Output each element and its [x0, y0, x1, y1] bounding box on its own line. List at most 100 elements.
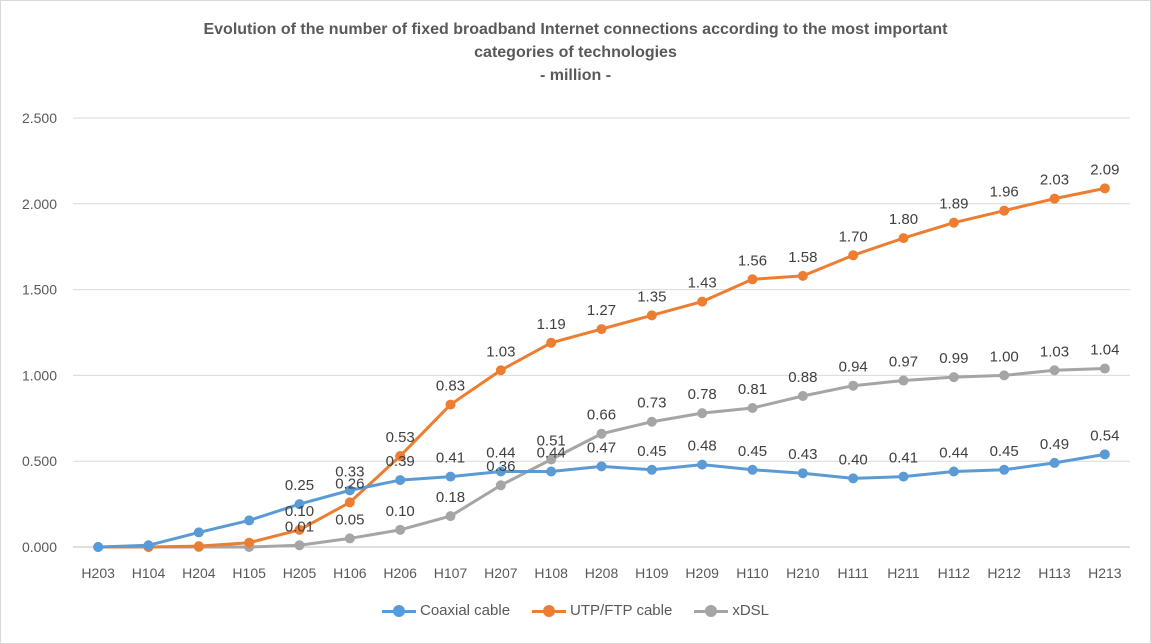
x-tick-label: H106 — [333, 565, 367, 581]
x-tick-label: H204 — [182, 565, 216, 581]
x-tick-label: H105 — [232, 565, 266, 581]
data-label: 0.10 — [285, 503, 314, 520]
data-point — [495, 365, 506, 376]
legend: Coaxial cable UTP/FTP cable xDSL — [0, 602, 1151, 619]
x-tick-label: H206 — [383, 565, 417, 581]
data-label: 0.44 — [486, 444, 515, 461]
data-point — [596, 324, 607, 335]
data-point — [445, 471, 456, 482]
data-labels: 0.25 0.33 0.39 0.41 0.44 0.44 0.47 0.45 0.48 0.45… — [285, 161, 1120, 535]
data-label: 1.43 — [688, 275, 717, 292]
data-label: 1.04 — [1090, 342, 1119, 359]
data-point — [143, 540, 154, 551]
data-point — [797, 270, 808, 281]
data-point — [546, 454, 557, 465]
x-tick-label: H210 — [786, 565, 820, 581]
data-point — [898, 471, 909, 482]
x-tick-label: H213 — [1088, 565, 1122, 581]
data-label: 0.94 — [839, 359, 868, 376]
data-label: 0.47 — [587, 439, 616, 456]
data-point — [344, 485, 355, 496]
data-point — [1049, 365, 1060, 376]
data-point — [395, 524, 406, 535]
data-label: 0.01 — [285, 518, 314, 535]
data-point — [898, 233, 909, 244]
x-tick-label: H110 — [736, 565, 769, 581]
data-point — [596, 428, 607, 439]
data-label: 0.97 — [889, 354, 918, 371]
y-tick-label: 2.500 — [22, 110, 57, 126]
data-label: 0.81 — [738, 381, 767, 398]
data-point — [747, 464, 758, 475]
x-tick-label: H207 — [484, 565, 518, 581]
data-label: 0.83 — [436, 378, 465, 395]
data-point — [948, 217, 959, 228]
x-tick-label: H208 — [585, 565, 619, 581]
data-label: 1.89 — [939, 196, 968, 213]
data-point — [1049, 193, 1060, 204]
data-label: 0.25 — [285, 477, 314, 494]
data-label: 0.41 — [889, 450, 918, 467]
data-point — [1049, 457, 1060, 468]
data-label: 1.56 — [738, 252, 767, 269]
data-label: 1.58 — [788, 249, 817, 266]
data-point — [999, 205, 1010, 216]
data-label: 1.27 — [587, 302, 616, 319]
data-point — [395, 451, 406, 462]
data-point — [697, 408, 708, 419]
data-label: 1.96 — [990, 184, 1019, 201]
legend-item-coaxial-cable: Coaxial cable — [381, 602, 510, 619]
data-point — [445, 511, 456, 522]
data-point — [948, 466, 959, 477]
data-label: 0.43 — [788, 446, 817, 463]
data-label: 0.36 — [486, 458, 515, 475]
data-point — [848, 473, 859, 484]
data-point — [344, 533, 355, 544]
y-tick-label: 0.000 — [22, 539, 57, 555]
legend-marker — [532, 604, 567, 617]
data-point — [193, 527, 204, 538]
x-tick-label: H203 — [81, 565, 115, 581]
data-point — [747, 403, 758, 414]
data-label: 0.99 — [939, 350, 968, 367]
data-point — [546, 337, 557, 348]
x-tick-label: H209 — [685, 565, 719, 581]
x-tick-label: H111 — [837, 565, 869, 581]
x-tick-label: H211 — [887, 565, 920, 581]
data-point — [697, 296, 708, 307]
data-label: 0.10 — [386, 503, 415, 520]
series-line — [98, 186, 1106, 549]
y-tick-label: 2.000 — [22, 196, 57, 212]
legend-label: UTP/FTP cable — [570, 602, 673, 619]
x-tick-label: H113 — [1038, 565, 1071, 581]
chart-title-line-3: - million - — [539, 67, 612, 84]
data-point — [445, 399, 456, 410]
data-point — [1099, 449, 1110, 460]
data-label: 1.80 — [889, 211, 918, 228]
data-label: 0.51 — [537, 432, 566, 449]
data-label: 0.44 — [537, 444, 566, 461]
legend-item-utp-ftp-cable: UTP/FTP cable — [532, 602, 672, 619]
x-tick-label: H107 — [434, 565, 468, 581]
data-point — [948, 372, 959, 383]
x-axis-ticks: H203 H104 H204 H105 H205 H106 H206 H107 H207 H108… — [81, 565, 1121, 581]
data-point — [999, 464, 1010, 475]
data-label: 0.40 — [839, 451, 868, 468]
x-tick-label: H108 — [534, 565, 568, 581]
data-label: 0.49 — [1040, 436, 1069, 453]
data-label: 0.45 — [637, 443, 666, 460]
data-label: 2.03 — [1040, 172, 1069, 189]
y-axis-ticks: 0.000 0.500 1.000 1.500 2.000 2.500 — [22, 110, 57, 555]
data-point — [294, 540, 305, 551]
data-label: 0.39 — [386, 453, 415, 470]
chart-title: Evolution of the number of fixed broadba… — [0, 18, 1151, 87]
data-point — [848, 380, 859, 391]
data-point — [1099, 183, 1110, 194]
data-point — [596, 461, 607, 472]
y-tick-label: 0.500 — [22, 453, 57, 469]
legend-marker — [381, 604, 416, 617]
legend-item-xdsl: xDSL — [694, 602, 769, 619]
data-point — [646, 416, 657, 427]
y-tick-label: 1.000 — [22, 367, 57, 383]
data-label: 0.48 — [688, 438, 717, 455]
